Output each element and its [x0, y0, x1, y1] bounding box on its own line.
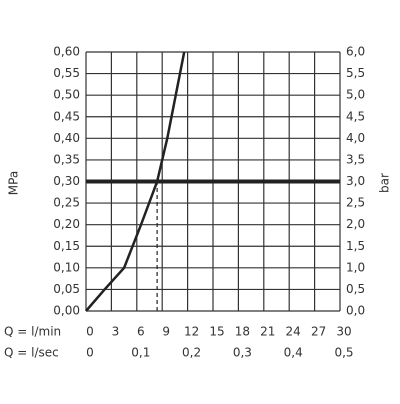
y2-tick-label: 5,0 [346, 88, 365, 102]
y2-tick-label: 5,5 [346, 66, 365, 80]
y-tick-label: 0,20 [53, 217, 80, 231]
x-tick-label: 27 [311, 325, 326, 339]
x-tick-label: 12 [184, 325, 199, 339]
y-tick-label: 0,50 [53, 88, 80, 102]
x-tick-label: 24 [286, 325, 301, 339]
x2-tick-label: 0,1 [131, 346, 150, 360]
y-tick-label: 0,45 [53, 109, 80, 123]
y-tick-label: 0,55 [53, 66, 80, 80]
y2-tick-label: 0,0 [346, 304, 365, 318]
x2-tick-label: 0,2 [182, 346, 201, 360]
y2-axis-label: bar [378, 173, 392, 193]
y2-tick-label: 2,0 [346, 217, 365, 231]
y-tick-label: 0,05 [53, 282, 80, 296]
y2-tick-label: 4,5 [346, 109, 365, 123]
y-tick-label: 0,60 [53, 45, 80, 59]
x-tick-label: 0 [86, 325, 94, 339]
y2-tick-label: 1,0 [346, 260, 365, 274]
y-axis-label: MPa [7, 171, 21, 195]
x-tick-label: 21 [260, 325, 275, 339]
y-tick-label: 0,15 [53, 239, 80, 253]
y-tick-label: 0,10 [53, 260, 80, 274]
x-tick-label: 3 [112, 325, 120, 339]
x2-tick-label: 0,4 [284, 346, 303, 360]
x2-tick-label: 0 [86, 346, 94, 360]
x2-tick-label: 0,5 [334, 346, 353, 360]
y2-tick-label: 3,0 [346, 174, 365, 188]
y2-tick-label: 3,5 [346, 152, 365, 166]
x-tick-label: 9 [162, 325, 170, 339]
x-tick-label: 30 [336, 325, 351, 339]
x2-axis-label: Q = l/sec [4, 346, 59, 360]
y2-tick-label: 4,0 [346, 131, 365, 145]
x-tick-label: 6 [137, 325, 145, 339]
y2-tick-label: 1,5 [346, 239, 365, 253]
x-tick-label: 15 [209, 325, 224, 339]
x-axis-label: Q = l/min [4, 325, 61, 339]
x-tick-label: 18 [235, 325, 250, 339]
x2-tick-label: 0,3 [233, 346, 252, 360]
flow-curve [85, 51, 186, 312]
y2-tick-label: 6,0 [346, 45, 365, 59]
y2-tick-label: 0,5 [346, 282, 365, 296]
y-tick-label: 0,30 [53, 174, 80, 188]
y-tick-label: 0,00 [53, 304, 80, 318]
y-tick-label: 0,40 [53, 131, 80, 145]
y-tick-label: 0,35 [53, 152, 80, 166]
y2-tick-label: 2,5 [346, 196, 365, 210]
y-tick-label: 0,25 [53, 196, 80, 210]
